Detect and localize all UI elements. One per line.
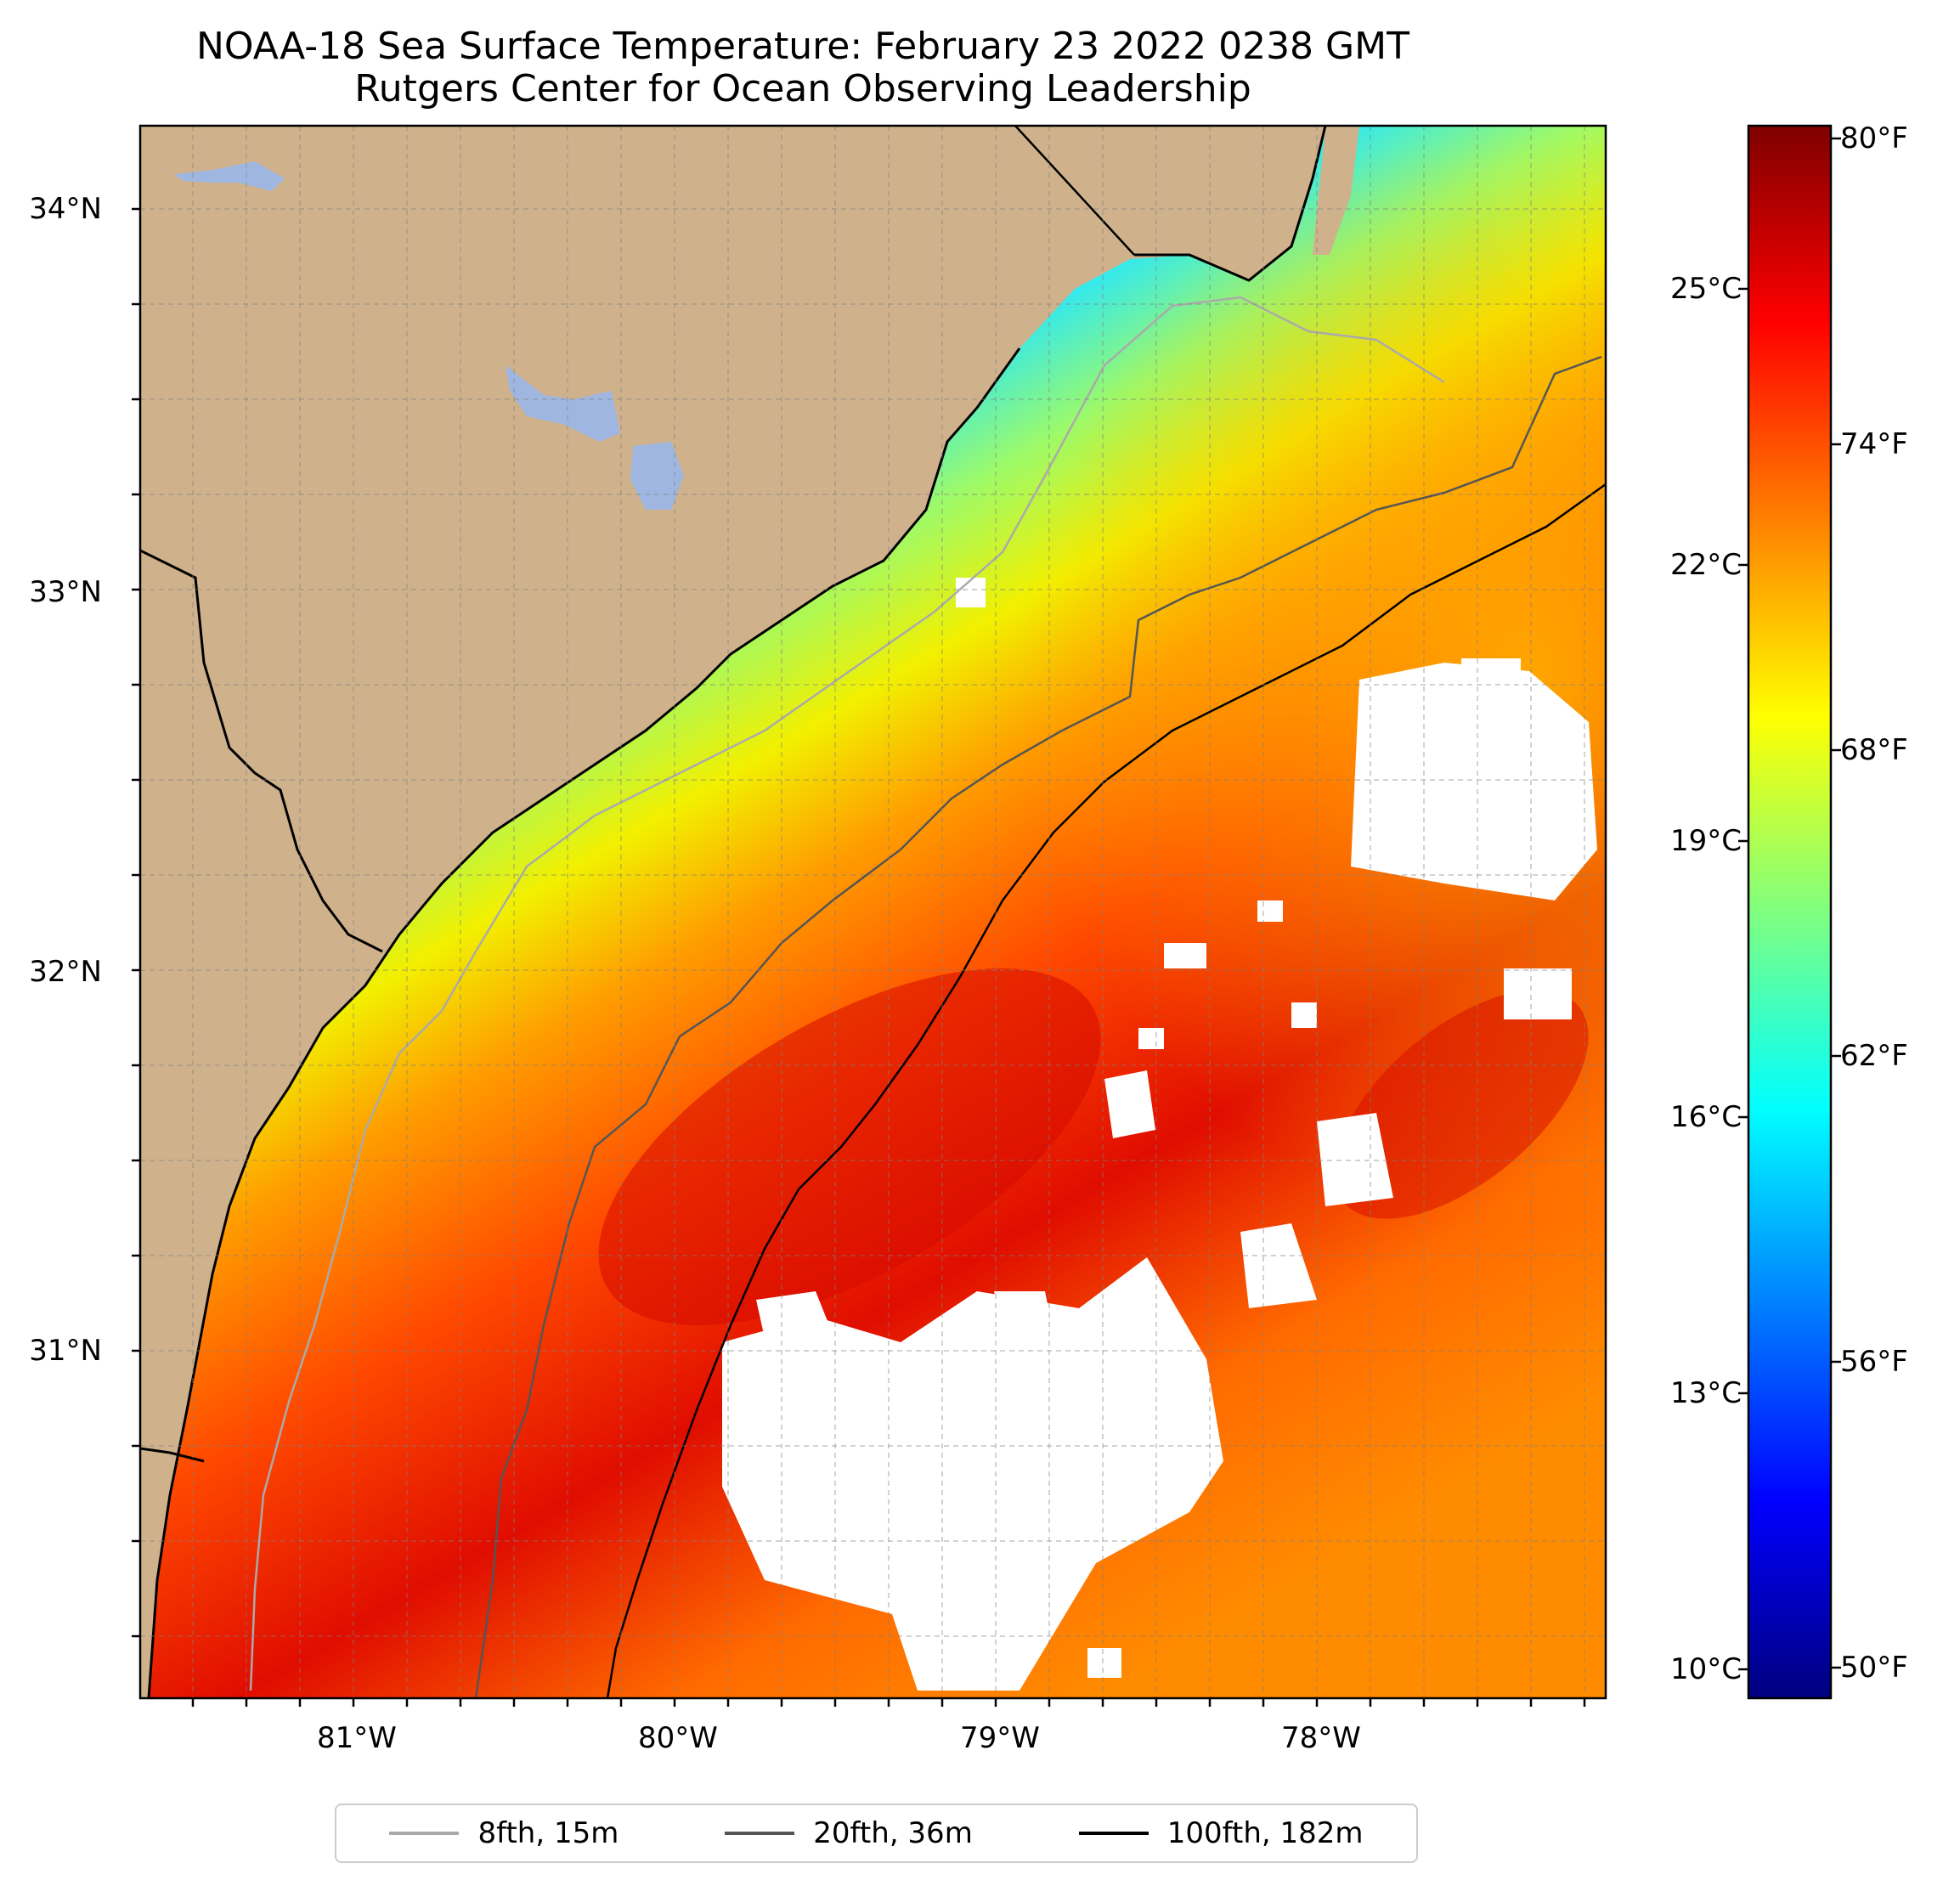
- colorbar-celsius-tick: 22°C: [1669, 548, 1742, 582]
- colorbar-fahrenheit-tick: 68°F: [1840, 733, 1908, 767]
- map-subtitle: Rutgers Center for Ocean Observing Leade…: [354, 67, 1251, 110]
- lat-tick-34: 34°N: [29, 192, 102, 226]
- colorbar-fahrenheit-tick: 56°F: [1840, 1345, 1908, 1379]
- legend-swatch: [389, 1832, 460, 1835]
- colorbar-fahrenheit-tick: 74°F: [1840, 427, 1908, 461]
- lat-tick-32: 32°N: [29, 955, 102, 989]
- isobath-20fth: [474, 355, 1602, 1698]
- cloud-mask: [722, 578, 1597, 1691]
- colorbar-celsius-tick: 13°C: [1669, 1376, 1742, 1410]
- isobath-100fth: [606, 483, 1606, 1698]
- map-frame: [138, 124, 1607, 1700]
- isobath-8fth: [249, 296, 1445, 1691]
- lon-tick-79: 79°W: [960, 1721, 1040, 1755]
- colorbar-celsius-tick: 25°C: [1669, 272, 1742, 306]
- lat-tick-31: 31°N: [29, 1334, 102, 1368]
- legend-swatch: [1078, 1832, 1149, 1835]
- colorbar: [1747, 124, 1833, 1700]
- colorbar-fahrenheit-tick: 80°F: [1840, 121, 1908, 155]
- lon-tick-78: 78°W: [1281, 1721, 1361, 1755]
- legend-swatch: [725, 1832, 795, 1835]
- lake: [506, 365, 620, 442]
- legend-label: 8fth, 15m: [477, 1816, 619, 1850]
- colorbar-fahrenheit-tick: 62°F: [1840, 1039, 1908, 1073]
- colorbar-fahrenheit-tick: 50°F: [1840, 1651, 1908, 1685]
- legend-item-100fth: 100fth, 182m: [1078, 1816, 1364, 1850]
- colorbar-celsius-tick: 10°C: [1669, 1652, 1742, 1686]
- legend-label: 20fth, 36m: [813, 1816, 973, 1850]
- legend-item-8fth: 8fth, 15m: [389, 1816, 619, 1850]
- legend-item-20fth: 20fth, 36m: [725, 1816, 973, 1850]
- lon-tick-81: 81°W: [317, 1721, 397, 1755]
- map-title: NOAA-18 Sea Surface Temperature: Februar…: [196, 25, 1409, 68]
- legend-label: 100fth, 182m: [1166, 1816, 1364, 1850]
- coastline: [147, 126, 1327, 1698]
- colorbar-celsius-tick: 16°C: [1669, 1100, 1742, 1134]
- lat-tick-33: 33°N: [29, 575, 102, 609]
- land-area: [140, 126, 1325, 1698]
- isobath-legend: 8fth, 15m 20fth, 36m 100fth, 182m: [335, 1804, 1418, 1863]
- colorbar-celsius-tick: 19°C: [1669, 824, 1742, 858]
- lon-tick-80: 80°W: [638, 1721, 718, 1755]
